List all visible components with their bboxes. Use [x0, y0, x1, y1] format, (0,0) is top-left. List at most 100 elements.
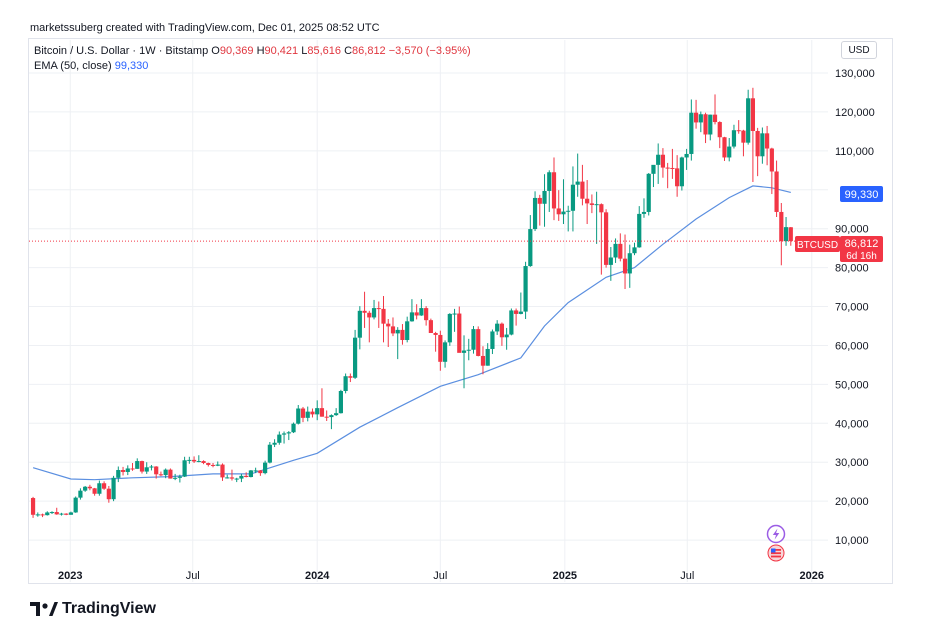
candle[interactable]: [480, 346, 486, 375]
candle[interactable]: [509, 308, 514, 336]
candle[interactable]: [310, 408, 315, 418]
candle[interactable]: [433, 331, 438, 352]
candle[interactable]: [83, 485, 88, 492]
candle[interactable]: [400, 324, 405, 345]
candle[interactable]: [566, 205, 571, 232]
candle[interactable]: [490, 329, 495, 355]
candle[interactable]: [556, 190, 561, 221]
candle[interactable]: [542, 174, 547, 227]
candle[interactable]: [750, 87, 756, 182]
candle[interactable]: [537, 194, 542, 226]
us-flag-icon[interactable]: [767, 544, 785, 562]
candle[interactable]: [78, 488, 83, 500]
candle[interactable]: [622, 234, 628, 290]
candle[interactable]: [149, 464, 154, 471]
candle[interactable]: [594, 191, 599, 244]
candle[interactable]: [324, 410, 329, 421]
candle[interactable]: [135, 458, 140, 469]
candle[interactable]: [471, 326, 476, 354]
candle[interactable]: [291, 422, 296, 434]
candle[interactable]: [30, 496, 36, 518]
candle[interactable]: [286, 431, 291, 441]
ema-line[interactable]: [32, 185, 791, 481]
candle[interactable]: [210, 463, 216, 468]
candle[interactable]: [774, 160, 779, 218]
candle[interactable]: [788, 227, 793, 246]
candle[interactable]: [40, 513, 45, 518]
candle[interactable]: [523, 261, 528, 319]
candle[interactable]: [64, 513, 69, 516]
candle[interactable]: [627, 244, 632, 288]
candle[interactable]: [168, 468, 173, 479]
candle[interactable]: [390, 317, 396, 337]
candle[interactable]: [684, 148, 689, 170]
candle[interactable]: [442, 340, 448, 368]
candle[interactable]: [485, 343, 490, 366]
candle[interactable]: [191, 456, 197, 464]
candle[interactable]: [656, 143, 661, 184]
candle[interactable]: [111, 475, 116, 502]
candle[interactable]: [225, 474, 230, 479]
candle[interactable]: [698, 111, 703, 133]
candle[interactable]: [570, 166, 576, 232]
candle[interactable]: [476, 326, 481, 357]
candle[interactable]: [703, 112, 708, 144]
candle[interactable]: [438, 330, 443, 371]
candle[interactable]: [499, 322, 505, 346]
candle[interactable]: [35, 512, 40, 517]
candle[interactable]: [144, 462, 149, 474]
candle[interactable]: [518, 292, 523, 315]
candle[interactable]: [466, 338, 471, 361]
candle[interactable]: [277, 431, 282, 445]
candle[interactable]: [130, 463, 135, 471]
candle[interactable]: [319, 388, 325, 417]
candle[interactable]: [419, 299, 424, 316]
candle[interactable]: [163, 468, 168, 479]
candle[interactable]: [239, 473, 244, 483]
candle[interactable]: [613, 238, 618, 263]
candle[interactable]: [727, 138, 732, 162]
candle[interactable]: [87, 484, 92, 491]
candle[interactable]: [338, 389, 343, 414]
candle[interactable]: [92, 487, 97, 496]
candle[interactable]: [760, 127, 765, 164]
lightning-icon[interactable]: [766, 524, 786, 544]
candle[interactable]: [679, 156, 684, 191]
candle[interactable]: [651, 164, 656, 188]
candle[interactable]: [585, 180, 590, 225]
candle[interactable]: [45, 511, 50, 516]
candle[interactable]: [300, 406, 306, 423]
candle[interactable]: [575, 153, 580, 197]
currency-button[interactable]: USD: [841, 41, 877, 59]
candle[interactable]: [106, 485, 111, 503]
candle[interactable]: [54, 507, 59, 515]
tradingview-logo[interactable]: TradingView: [30, 600, 156, 618]
candle[interactable]: [177, 474, 182, 483]
candle[interactable]: [731, 124, 737, 149]
candle[interactable]: [362, 291, 367, 328]
candle[interactable]: [779, 203, 784, 266]
candle[interactable]: [187, 456, 192, 464]
candle[interactable]: [717, 121, 722, 149]
candle[interactable]: [201, 460, 206, 465]
candle[interactable]: [599, 203, 604, 275]
candle[interactable]: [504, 327, 509, 350]
candle[interactable]: [376, 301, 381, 328]
candle[interactable]: [367, 310, 372, 343]
candle[interactable]: [765, 125, 770, 166]
candle[interactable]: [693, 99, 699, 129]
candle[interactable]: [139, 460, 145, 474]
candle[interactable]: [670, 148, 675, 179]
candle[interactable]: [357, 306, 362, 350]
candle[interactable]: [258, 470, 263, 476]
candle[interactable]: [637, 206, 642, 248]
candle[interactable]: [722, 136, 727, 161]
candle[interactable]: [551, 157, 557, 221]
candle[interactable]: [68, 511, 74, 515]
candle[interactable]: [253, 467, 258, 474]
candle[interactable]: [305, 406, 310, 422]
candle[interactable]: [632, 242, 637, 256]
candle[interactable]: [234, 477, 239, 483]
candle[interactable]: [120, 466, 126, 476]
